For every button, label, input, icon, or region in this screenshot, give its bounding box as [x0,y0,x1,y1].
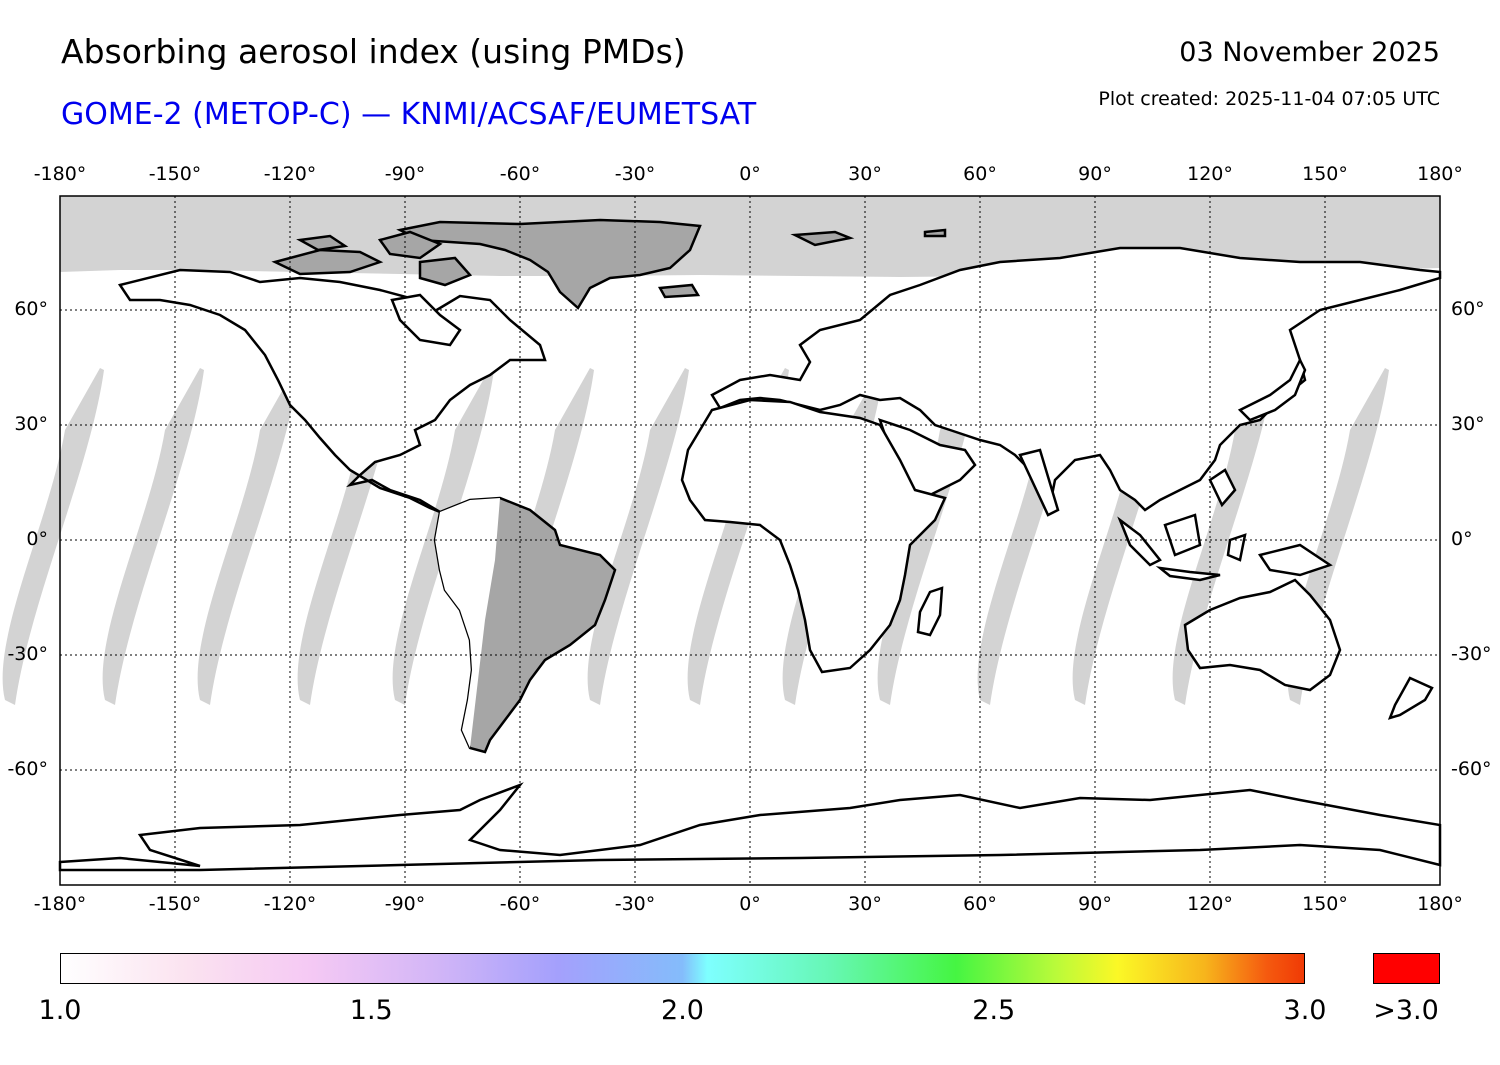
latitude-label: -30° [1451,643,1492,665]
colorbar-tick-label: 1.0 [38,995,82,1026]
colorbar-tick-label: 2.0 [661,995,704,1026]
south-america-west [435,498,500,748]
longitude-bottom-label: 90° [1078,893,1112,915]
longitude-bottom-label: 120° [1187,893,1233,915]
longitude-top-label: -60° [499,163,541,185]
orbit-gap-swath [2,368,104,705]
latitude-label: -60° [1451,758,1492,780]
latitude-label: -30° [7,643,48,665]
longitude-top-label: -150° [148,163,202,185]
longitude-top-label: 90° [1078,163,1112,185]
longitude-top-label: 60° [963,163,997,185]
longitude-bottom-label: -120° [263,893,317,915]
longitude-bottom-label: -90° [384,893,426,915]
greenland [396,218,702,310]
latitude-label: -60° [7,758,48,780]
longitude-bottom-label: 60° [963,893,997,915]
longitude-top-label: 150° [1302,163,1348,185]
australia [1183,578,1342,692]
colorbar-over-label: >3.0 [1373,995,1439,1026]
arctic-islands [271,228,947,299]
orbit-gap-swath [102,368,204,705]
longitude-top-label: -90° [384,163,426,185]
latitude-label: 60° [14,298,48,320]
latitude-label: 30° [14,413,48,435]
colorbar-over-swatch [1373,953,1440,984]
madagascar [916,586,944,637]
observation-date: 03 November 2025 [1179,37,1440,68]
colorbar-tick-label: 3.0 [1283,995,1327,1026]
chart-title: Absorbing aerosol index (using PMDs) [61,32,686,71]
longitude-bottom-label: 30° [848,893,882,915]
longitude-top-label: 180° [1417,163,1463,185]
latitude-label: 0° [1451,528,1473,550]
longitude-bottom-label: -180° [33,893,87,915]
longitude-top-label: -120° [263,163,317,185]
colorbar-tick-label: 1.5 [349,995,393,1026]
orbit-gap-swath [197,368,299,705]
latitude-label: 0° [26,528,48,550]
orbit-gap-swath [587,368,689,705]
longitude-top-label: 120° [1187,163,1233,185]
longitude-top-label: 0° [739,163,761,185]
new-zealand [1387,676,1434,720]
latitude-label: 60° [1451,298,1485,320]
colorbar-tick-label: 2.5 [972,995,1016,1026]
longitude-bottom-label: 0° [739,893,761,915]
chart-subtitle: GOME-2 (METOP-C) — KNMI/ACSAF/EUMETSAT [61,97,757,132]
colorbar [60,953,1305,984]
longitude-bottom-label: -30° [614,893,656,915]
longitude-bottom-label: 180° [1417,893,1463,915]
longitude-bottom-label: 150° [1302,893,1348,915]
map-frame [59,195,1441,886]
longitude-top-label: -30° [614,163,656,185]
eurasia [710,246,1442,512]
longitude-top-label: 30° [848,163,882,185]
graticule [60,196,1440,885]
latitude-label: 30° [1451,413,1485,435]
longitude-bottom-label: -150° [148,893,202,915]
africa [680,398,947,674]
hudson-bay [390,293,462,347]
longitude-top-label: -180° [33,163,87,185]
maritime-asia [1018,357,1333,582]
longitude-bottom-label: -60° [499,893,541,915]
plot-created: Plot created: 2025-11-04 07:05 UTC [1098,88,1440,110]
